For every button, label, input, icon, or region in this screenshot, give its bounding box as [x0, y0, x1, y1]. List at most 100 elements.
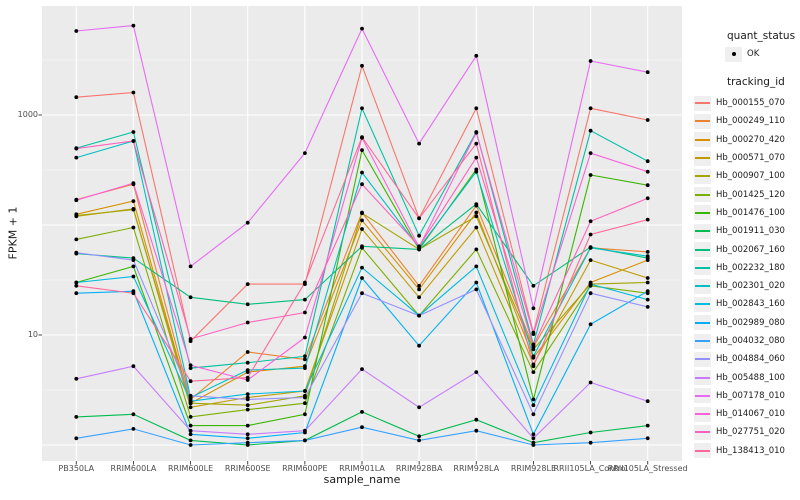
data-point [131, 274, 136, 279]
data-point [188, 379, 193, 384]
data-point [303, 401, 307, 406]
data-point [188, 366, 193, 370]
legend-key-line [694, 443, 711, 459]
data-point [188, 264, 193, 269]
data-point [74, 280, 79, 285]
legend-item-label: Hb_002067_160 [716, 244, 785, 255]
legend-item-Hb_002843_160: Hb_002843_160 [694, 295, 800, 313]
legend-item-label: Hb_014067_010 [716, 409, 785, 420]
legend-key-line [694, 296, 711, 312]
legend-item-Hb_004032_080: Hb_004032_080 [694, 332, 800, 350]
data-point [645, 250, 650, 254]
data-point [360, 106, 364, 111]
data-point [245, 220, 250, 225]
legend-key-line [694, 132, 711, 148]
data-point [531, 432, 536, 437]
data-point [588, 380, 593, 385]
legend-key-line [694, 333, 711, 349]
data-point [188, 428, 193, 433]
data-point [303, 395, 307, 400]
legend-item-label: Hb_004032_080 [716, 336, 785, 346]
data-point [474, 141, 479, 146]
data-point [531, 306, 536, 311]
data-point [188, 423, 193, 428]
data-point [588, 258, 593, 262]
line-swatch-icon [695, 431, 710, 434]
data-point [474, 370, 479, 374]
data-point [531, 412, 536, 417]
data-point [588, 128, 593, 133]
data-point [360, 410, 364, 414]
legend-item-Hb_002232_180: Hb_002232_180 [694, 259, 800, 277]
data-point [188, 393, 193, 398]
data-point [645, 254, 650, 259]
data-point [531, 397, 536, 402]
line-swatch-icon [695, 175, 710, 178]
legend-title-quant-status: quant_status [727, 30, 796, 42]
data-point [131, 23, 136, 28]
data-point [417, 313, 421, 318]
line-swatch-icon [695, 157, 710, 160]
data-point [303, 366, 307, 370]
data-point [474, 106, 479, 111]
line-swatch-icon [695, 138, 710, 141]
data-point [74, 237, 79, 242]
data-point [360, 291, 364, 296]
data-point [474, 247, 479, 252]
data-point [360, 63, 364, 68]
data-point [74, 415, 79, 419]
point-icon [731, 52, 736, 56]
data-point [74, 213, 79, 218]
data-point [245, 302, 250, 307]
legend-group-quant-status: quant_status OK [694, 30, 800, 62]
data-point [131, 130, 136, 134]
data-point [131, 181, 136, 186]
line-swatch-icon [695, 230, 710, 233]
x-tick-label: RRII105LA_Control [553, 464, 628, 473]
data-point [531, 364, 536, 369]
data-point [245, 397, 250, 402]
data-point [360, 170, 364, 175]
data-point [245, 350, 250, 354]
data-point [303, 438, 307, 443]
data-point [588, 440, 593, 445]
legend-item-Hb_027751_020: Hb_027751_020 [694, 423, 800, 441]
data-point [188, 399, 193, 404]
legend-item-Hb_000249_110: Hb_000249_110 [694, 112, 800, 130]
data-point [531, 343, 536, 348]
data-point [360, 26, 364, 31]
data-point [303, 428, 307, 433]
data-point [188, 337, 193, 341]
data-point [360, 425, 364, 430]
data-point [474, 280, 479, 285]
legend-key-line [694, 278, 711, 294]
data-point [245, 432, 250, 437]
data-point [245, 360, 250, 365]
data-point [588, 245, 593, 250]
data-point [531, 354, 536, 359]
line-swatch-icon [695, 303, 710, 306]
data-point [645, 169, 650, 174]
x-tick-label: RRII105LA_Stressed [607, 464, 688, 473]
line-swatch-icon [695, 120, 710, 123]
legend-item-label: Hb_000270_420 [716, 134, 785, 145]
data-point [360, 265, 364, 270]
data-point [188, 405, 193, 410]
data-point [131, 225, 136, 230]
legend-item-label: Hb_002232_180 [716, 262, 785, 273]
data-point [303, 335, 307, 340]
data-point [303, 412, 307, 417]
data-point [303, 357, 307, 362]
x-tick-label: RRIM600SE [224, 464, 271, 473]
data-point [245, 436, 250, 441]
data-point [588, 59, 593, 63]
data-point [74, 146, 79, 151]
data-point [474, 417, 479, 422]
data-point [474, 155, 479, 160]
legend-item-label: Hb_005488_100 [716, 372, 785, 383]
data-point [417, 216, 421, 221]
x-tick-label: RRIM600PE [282, 464, 328, 473]
data-point [588, 430, 593, 435]
data-point [188, 443, 193, 447]
data-point [417, 287, 421, 292]
